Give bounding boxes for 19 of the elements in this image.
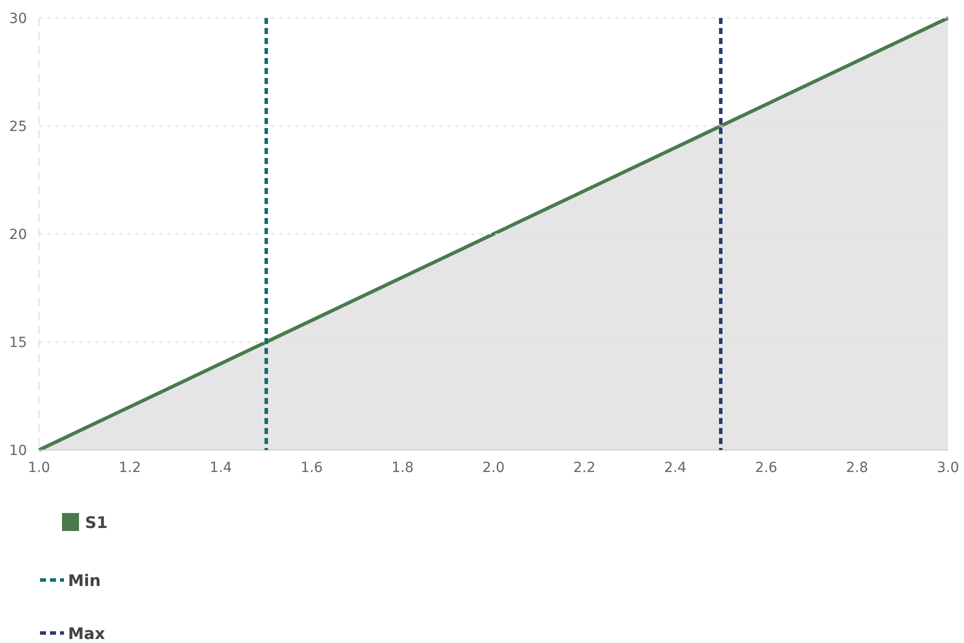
x-tick-label: 2.6 <box>755 460 778 476</box>
y-tick-label: 25 <box>9 119 27 135</box>
x-tick-label: 1.0 <box>28 460 50 476</box>
y-tick-label: 20 <box>9 227 27 243</box>
x-tick-label: 1.2 <box>118 460 142 476</box>
legend-label: S1 <box>85 513 108 532</box>
x-tick-label: 2.4 <box>664 460 687 476</box>
y-tick-label: 15 <box>9 335 27 351</box>
legend-label: Min <box>68 571 101 590</box>
x-tick-label: 1.6 <box>300 460 323 476</box>
x-tick-label: 2.0 <box>482 460 505 476</box>
x-tick-label: 2.8 <box>846 460 868 476</box>
x-tick-label: 1.8 <box>391 460 414 476</box>
y-tick-label: 30 <box>9 11 27 27</box>
x-tick-label: 1.4 <box>210 460 232 476</box>
y-tick-label: 10 <box>9 443 27 459</box>
x-tick-label: 2.2 <box>573 460 596 476</box>
x-tick-label: 3.0 <box>936 460 960 476</box>
legend-label: Max <box>68 624 106 643</box>
